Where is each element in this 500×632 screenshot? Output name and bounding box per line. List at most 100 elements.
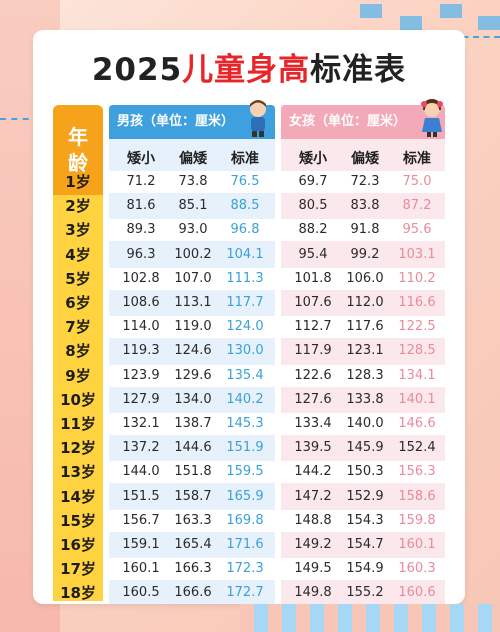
girl-height-cell: 149.5 <box>294 561 332 577</box>
boy-height-cell: 96.3 <box>126 246 156 262</box>
boy-height-cell: 144.0 <box>122 464 160 480</box>
girl-height-cell: 134.1 <box>398 367 436 383</box>
boy-row-bg <box>109 582 275 604</box>
boy-height-cell: 165.4 <box>174 537 212 552</box>
boy-height-cell: 81.6 <box>126 198 156 214</box>
boy-height-cell: 73.8 <box>178 174 208 189</box>
girl-height-cell: 150.3 <box>346 464 384 480</box>
boy-row-bg <box>109 485 275 508</box>
girl-height-cell: 95.6 <box>402 222 432 238</box>
title-suffix: 标准表 <box>310 52 407 88</box>
boy-row-bg <box>109 171 275 193</box>
title-year: 2025 <box>91 52 183 88</box>
girl-height-cell: 154.3 <box>346 512 384 528</box>
girl-height-cell: 140.0 <box>346 416 384 431</box>
boy-row-bg <box>109 195 275 218</box>
boy-height-cell: 172.7 <box>226 585 264 601</box>
boy-height-cell: 166.3 <box>174 561 212 577</box>
girl-height-cell: 140.1 <box>398 391 436 407</box>
girl-height-cell: 107.6 <box>294 295 332 310</box>
boy-height-cell: 76.5 <box>230 174 260 189</box>
boy-height-cell: 119.0 <box>174 319 212 335</box>
girl-height-cell: 88.2 <box>298 222 328 238</box>
boy-row-bg <box>109 413 275 435</box>
age-header-line2: 龄 <box>68 151 88 175</box>
girl-height-cell: 160.6 <box>398 585 436 601</box>
girl-row-bg <box>281 509 445 532</box>
girl-height-cell: 110.2 <box>398 270 436 286</box>
boy-row-bg <box>109 364 275 387</box>
girl-height-cell: 148.8 <box>294 512 332 528</box>
age-label: 10岁 <box>60 390 96 409</box>
girl-row-bg <box>281 219 445 242</box>
boy-height-cell: 134.0 <box>174 391 212 407</box>
girl-height-cell: 117.6 <box>346 319 384 335</box>
boy-height-cell: 144.6 <box>174 440 212 456</box>
age-label: 5岁 <box>65 269 91 288</box>
boy-height-cell: 71.2 <box>126 174 156 189</box>
age-label: 2岁 <box>65 197 91 216</box>
boy-height-cell: 130.0 <box>226 343 264 359</box>
girl-avatar-icon <box>421 99 443 137</box>
boy-height-cell: 169.8 <box>226 512 264 528</box>
boy-row-bg <box>109 292 275 314</box>
boy-height-cell: 124.6 <box>174 343 212 359</box>
decor-tile <box>478 16 500 30</box>
age-label: 15岁 <box>60 511 96 530</box>
boy-height-cell: 93.0 <box>178 222 208 238</box>
girl-height-cell: 116.6 <box>398 295 436 310</box>
girl-height-cell: 154.7 <box>346 537 384 552</box>
boy-height-cell: 127.9 <box>122 391 160 407</box>
age-label: 9岁 <box>65 366 91 385</box>
boy-height-cell: 123.9 <box>122 367 160 383</box>
boy-height-cell: 158.7 <box>174 488 212 504</box>
girl-height-cell: 69.7 <box>298 174 328 189</box>
girl-height-cell: 152.9 <box>346 488 384 504</box>
boy-height-cell: 151.5 <box>122 488 160 504</box>
boy-row-bg <box>109 461 275 484</box>
girl-height-cell: 133.8 <box>346 391 384 407</box>
boy-row-bg <box>109 437 275 460</box>
girl-row-bg <box>281 364 445 387</box>
boy-height-cell: 96.8 <box>230 222 260 238</box>
girl-height-cell: 83.8 <box>350 198 380 214</box>
decor-dashed-line <box>452 36 500 38</box>
boy-height-cell: 85.1 <box>178 198 208 214</box>
boy-height-cell: 119.3 <box>122 343 160 359</box>
age-label: 12岁 <box>60 439 96 458</box>
boy-col-head-short: 矮小 <box>127 151 155 167</box>
boy-row-bg <box>109 558 275 581</box>
boy-height-cell: 89.3 <box>126 222 156 238</box>
girl-height-cell: 145.9 <box>346 440 384 456</box>
girl-height-cell: 152.4 <box>398 440 436 456</box>
girl-height-cell: 117.9 <box>294 343 332 359</box>
boy-height-cell: 135.4 <box>226 367 264 383</box>
boy-height-cell: 159.1 <box>122 537 160 552</box>
boy-height-cell: 171.6 <box>226 537 264 552</box>
girl-height-cell: 160.1 <box>398 537 436 552</box>
age-label: 13岁 <box>60 463 96 482</box>
title-highlight: 儿童身高 <box>182 52 311 88</box>
age-label: 8岁 <box>65 342 91 361</box>
age-label: 16岁 <box>60 536 96 554</box>
decor-tile <box>400 16 422 30</box>
boy-avatar-icon <box>250 100 266 137</box>
boy-height-cell: 159.5 <box>226 464 264 480</box>
boy-row-bg <box>109 509 275 532</box>
boy-height-cell: 145.3 <box>226 416 264 431</box>
girl-height-cell: 87.2 <box>402 198 432 214</box>
boy-height-cell: 137.2 <box>122 440 160 456</box>
girl-height-cell: 112.7 <box>294 319 332 335</box>
girl-height-cell: 122.6 <box>294 367 332 383</box>
boy-height-cell: 129.6 <box>174 367 212 383</box>
girl-height-cell: 112.0 <box>346 295 384 310</box>
girl-height-cell: 106.0 <box>346 270 384 286</box>
age-label: 11岁 <box>60 415 96 433</box>
girl-row-bg <box>281 582 445 604</box>
boy-col-head-below: 偏矮 <box>179 151 207 167</box>
boy-height-cell: 108.6 <box>122 295 160 310</box>
boy-row-bg <box>109 243 275 266</box>
boy-row-bg <box>109 316 275 339</box>
girl-col-head-below: 偏矮 <box>351 151 379 167</box>
boy-row-bg <box>109 267 275 290</box>
